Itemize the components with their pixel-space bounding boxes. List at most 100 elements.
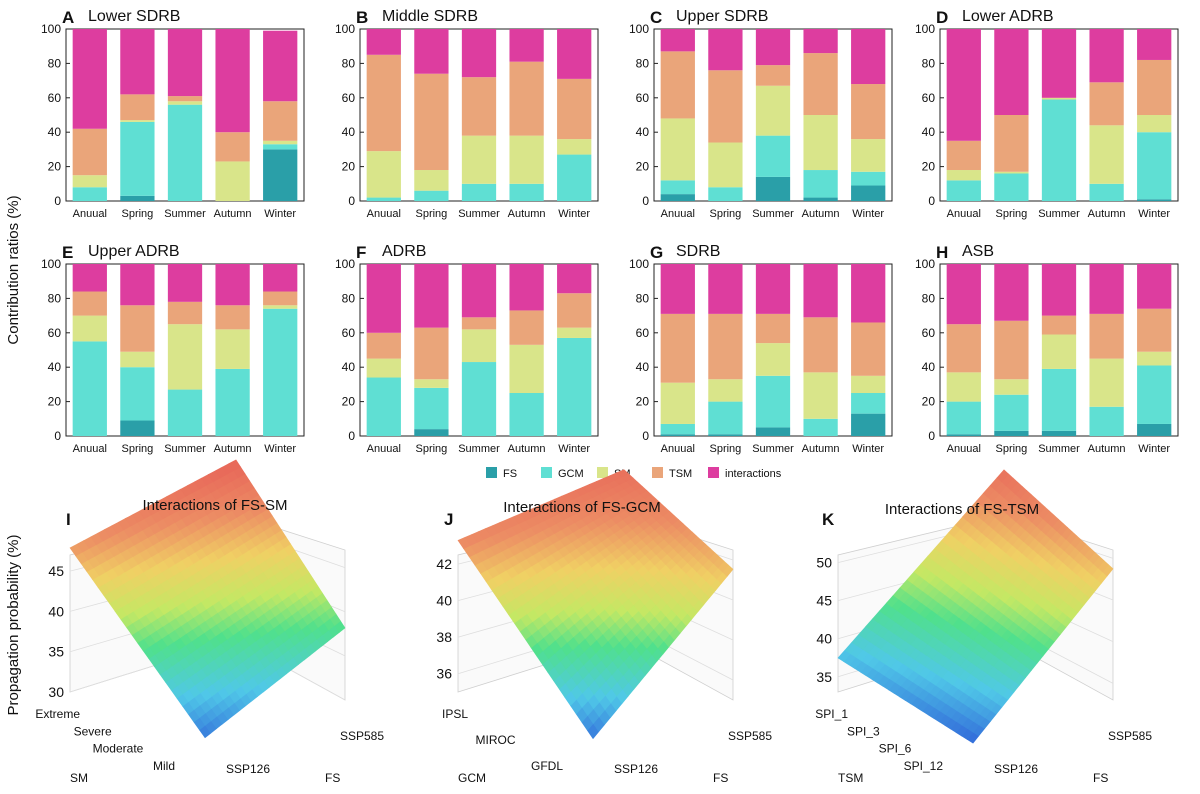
- bar-segment-gcm: [263, 308, 298, 436]
- bar-segment-gcm: [414, 387, 449, 430]
- y-tick-label: 80: [636, 56, 650, 70]
- bar-segment-tsm: [414, 327, 449, 380]
- bar-segment-tsm: [120, 94, 155, 121]
- y-tick-label: 0: [348, 194, 355, 208]
- bar-segment-sm: [755, 343, 791, 376]
- bar-segment-interactions: [263, 30, 298, 102]
- x-tick-label: Anuual: [73, 443, 107, 455]
- bar-segment-tsm: [755, 313, 791, 344]
- bar-segment-gcm: [755, 135, 791, 177]
- y-tick-label: 40: [922, 360, 936, 374]
- bar-segment-interactions: [1041, 264, 1077, 316]
- bar-segment-gcm: [660, 180, 695, 195]
- bar-segment-gcm: [1041, 368, 1077, 431]
- legend-swatch-gcm: [541, 467, 552, 478]
- panel-letter: I: [66, 510, 71, 529]
- bar-segment-tsm: [461, 77, 497, 136]
- x-tick-label: Summer: [1038, 443, 1080, 455]
- bar-segment-sm: [708, 379, 743, 402]
- y-tick-label: 0: [642, 194, 649, 208]
- panel-letter: A: [62, 8, 74, 27]
- bar-segment-sm: [994, 171, 1029, 174]
- x-tick-label: Winter: [264, 208, 296, 220]
- legend-label: interactions: [725, 468, 782, 480]
- bar-segment-interactions: [167, 264, 203, 302]
- panel-letter: E: [62, 243, 73, 262]
- bar-segment-interactions: [1041, 29, 1077, 98]
- bar-segment-gcm: [994, 173, 1029, 201]
- y-axis-name: SM: [70, 771, 88, 785]
- bar-segment-interactions: [120, 264, 155, 306]
- x-tick-label: Autumn: [214, 208, 252, 220]
- y-tick-label: 40: [636, 125, 650, 139]
- bar-segment-interactions: [1089, 264, 1124, 314]
- bar-segment-gcm: [167, 104, 203, 201]
- bar-segment-interactions: [509, 264, 544, 311]
- bar-segment-fs: [708, 434, 743, 436]
- y-tick-label: 100: [915, 257, 935, 271]
- surface-patch: [616, 469, 630, 478]
- bar-segment-sm: [708, 142, 743, 188]
- panel-title: Lower ADRB: [962, 8, 1054, 25]
- bar-segment-sm: [72, 315, 107, 342]
- bar-segment-sm: [803, 372, 838, 419]
- y-category-label: MIROC: [476, 733, 516, 747]
- bar-segment-tsm: [660, 51, 695, 119]
- y-tick-label: 80: [342, 291, 356, 305]
- y-tick-label: 20: [922, 160, 936, 174]
- x-tick-label: Summer: [164, 208, 206, 220]
- bar-segment-gcm: [994, 394, 1029, 431]
- bar-segment-interactions: [1137, 29, 1172, 60]
- y-tick-label: 100: [915, 22, 935, 36]
- bar-segment-interactions: [414, 264, 449, 328]
- y-tick-label: 60: [922, 326, 936, 340]
- bar-segment-sm: [660, 382, 695, 424]
- x-tick-label: Summer: [1038, 208, 1080, 220]
- bar-segment-gcm: [1089, 183, 1124, 201]
- bar-segment-gcm: [1137, 132, 1172, 200]
- y-category-label: GFDL: [531, 759, 563, 773]
- y-tick-label: 40: [48, 125, 62, 139]
- bar-segment-sm: [1089, 125, 1124, 184]
- x-tick-label: Winter: [1138, 443, 1170, 455]
- bar-panel-C: C Upper SDRB 0 20 40 60 80 100 Anuual Spring Summe…: [629, 8, 893, 220]
- bar-segment-interactions: [557, 264, 592, 294]
- panel-title: ADRB: [382, 243, 426, 260]
- bar-segment-gcm: [755, 375, 791, 428]
- bar-panel-E: E Upper ADRB 0 20 40 60 80 100 Anuual Spring Summe…: [41, 243, 305, 455]
- surface-panels: 30 35 40 45 Interactions of FS-SM I Mild Modera…: [35, 459, 1152, 785]
- bar-segment-gcm: [708, 187, 743, 201]
- bar-segment-interactions: [946, 264, 981, 325]
- x-category-label: SSP585: [1108, 729, 1152, 743]
- bar-panel-B: B Middle SDRB 0 20 40 60 80 100 Anuual Spring Summ…: [335, 8, 599, 220]
- x-tick-label: Autumn: [508, 208, 546, 220]
- x-tick-label: Autumn: [214, 443, 252, 455]
- bar-panel-D: D Lower ADRB 0 20 40 60 80 100 Anuual Spring Summe…: [915, 8, 1179, 220]
- surface-panel-J: 36 38 40 42 Interactions of FS-GCM J GFDL MIROC…: [436, 469, 772, 785]
- bar-segment-sm: [120, 120, 155, 122]
- bar-segment-interactions: [708, 29, 743, 71]
- bar-segment-fs: [851, 185, 886, 201]
- y-tick-label: 60: [636, 91, 650, 105]
- x-tick-label: Summer: [458, 208, 500, 220]
- bar-segment-interactions: [755, 29, 791, 66]
- y-category-label: SPI_6: [879, 742, 912, 756]
- x-tick-label: Summer: [752, 208, 794, 220]
- bar-segment-tsm: [366, 54, 401, 152]
- bar-segment-gcm: [215, 368, 250, 436]
- y-category-label: SPI_1: [815, 707, 848, 721]
- bar-segment-sm: [803, 115, 838, 171]
- bar-segment-tsm: [755, 65, 791, 86]
- y-tick-label: 100: [629, 22, 649, 36]
- y-category-label: SPI_3: [847, 724, 880, 738]
- panel-title: Upper SDRB: [676, 8, 768, 25]
- surface-title: Interactions of FS-TSM: [885, 501, 1039, 518]
- y-tick-label: 60: [342, 326, 356, 340]
- x-tick-label: Summer: [164, 443, 206, 455]
- x-tick-label: Anuual: [661, 208, 695, 220]
- bar-segment-interactions: [708, 264, 743, 314]
- panel-letter: J: [444, 510, 453, 529]
- y-tick-label: 0: [928, 194, 935, 208]
- bar-segment-tsm: [1089, 313, 1124, 359]
- x-tick-label: Summer: [752, 443, 794, 455]
